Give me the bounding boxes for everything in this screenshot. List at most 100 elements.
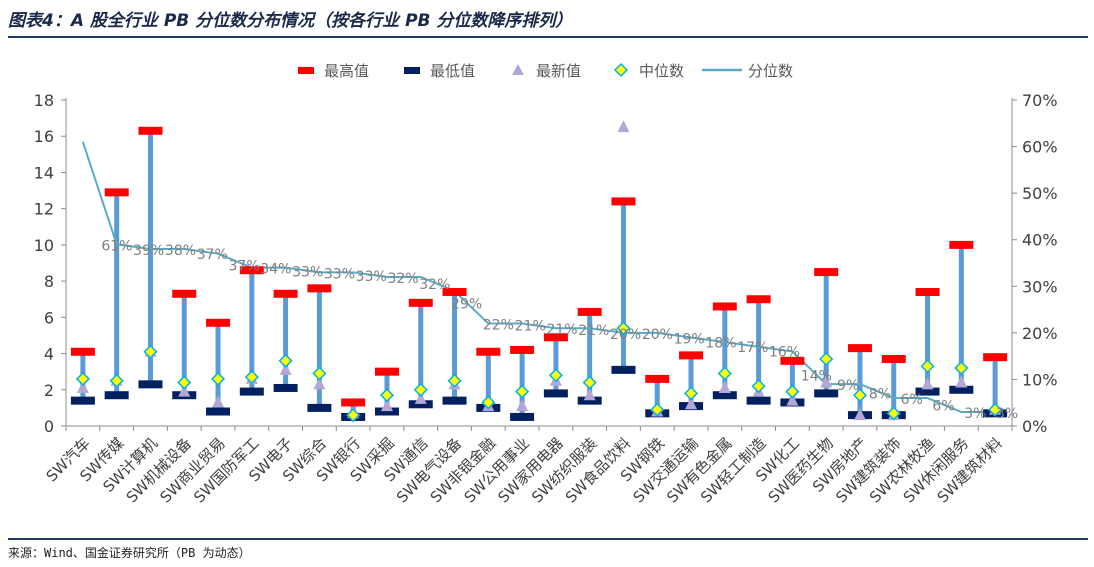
median-marker bbox=[109, 373, 124, 388]
percentile-polyline bbox=[81, 141, 996, 414]
percentile-label: 37% bbox=[229, 258, 260, 274]
latest-marker bbox=[516, 399, 529, 412]
latest-marker bbox=[921, 377, 934, 390]
legend-min-swatch bbox=[404, 67, 420, 74]
y-right-tick-label: 30% bbox=[1022, 277, 1058, 296]
y-right-tick-label: 20% bbox=[1022, 324, 1058, 343]
range-bar bbox=[654, 378, 660, 414]
latest-marker bbox=[76, 380, 89, 393]
max-marker bbox=[746, 295, 771, 304]
pb-percentile-chart: 最高值 最低值 最新值 中位数 分位数 0 2 4 6 8 10 12 14 16 18 0% 10% 20% 3… bbox=[34, 62, 1058, 506]
percentile-label: 8% bbox=[869, 386, 891, 402]
y-left-tick-label: 2 bbox=[44, 381, 54, 400]
percentile-label: 61% bbox=[101, 238, 132, 254]
legend-label: 最低值 bbox=[430, 62, 475, 80]
y-left-tick-label: 16 bbox=[34, 127, 54, 146]
footer-rule bbox=[8, 538, 1088, 540]
y-left-tick-label: 8 bbox=[44, 272, 54, 291]
percentile-label: 33% bbox=[324, 266, 355, 282]
median-marker bbox=[447, 373, 462, 388]
min-marker bbox=[746, 396, 771, 405]
percentile-label: 33% bbox=[356, 269, 387, 285]
y-right-tick-label: 70% bbox=[1022, 91, 1058, 110]
percentile-label: 21% bbox=[546, 322, 577, 338]
min-marker bbox=[949, 385, 974, 394]
percentile-label: 19% bbox=[674, 331, 705, 347]
latest-marker bbox=[853, 408, 866, 421]
percentile-label: 20% bbox=[610, 327, 641, 343]
median-marker bbox=[379, 388, 395, 403]
percentile-label: 29% bbox=[451, 297, 482, 313]
range-bar bbox=[316, 288, 322, 408]
percentile-label: 21% bbox=[578, 323, 609, 339]
latest-marker bbox=[414, 391, 427, 404]
latest-marker bbox=[617, 120, 630, 133]
median-marker bbox=[278, 353, 293, 368]
median-marker bbox=[751, 379, 766, 394]
latest-marker bbox=[212, 395, 225, 408]
range-bar bbox=[249, 270, 255, 392]
y-right-tick-label: 50% bbox=[1022, 184, 1058, 203]
percentile-label: 18% bbox=[705, 336, 736, 352]
latest-marker bbox=[685, 397, 698, 410]
range-bar bbox=[620, 201, 626, 370]
percentile-label: 34% bbox=[260, 262, 291, 278]
max-marker bbox=[983, 353, 1008, 362]
max-marker bbox=[915, 287, 940, 296]
median-marker bbox=[852, 388, 868, 403]
median-marker bbox=[616, 321, 631, 336]
max-marker bbox=[70, 347, 95, 356]
y-right-tick-label: 60% bbox=[1022, 138, 1058, 157]
max-marker bbox=[408, 298, 433, 307]
y-left-tick-label: 4 bbox=[44, 345, 54, 364]
range-bar bbox=[857, 348, 863, 416]
percentile-label: 16% bbox=[769, 344, 800, 360]
y-right-tick-label: 40% bbox=[1022, 231, 1058, 250]
median-marker bbox=[143, 344, 158, 359]
percentile-label: 32% bbox=[387, 271, 418, 287]
max-marker bbox=[780, 356, 805, 365]
legend-latest-swatch bbox=[512, 64, 524, 75]
min-marker bbox=[442, 396, 467, 405]
max-marker bbox=[307, 284, 332, 293]
range-bar bbox=[958, 244, 964, 390]
range-bar bbox=[722, 306, 728, 396]
min-marker bbox=[138, 380, 163, 389]
max-marker bbox=[341, 398, 366, 407]
latest-marker bbox=[718, 380, 731, 393]
median-marker bbox=[346, 408, 361, 423]
median-marker bbox=[75, 371, 90, 386]
percentile-label: 3% bbox=[996, 406, 1018, 422]
max-marker bbox=[172, 289, 197, 298]
median-marker bbox=[988, 402, 1003, 417]
range-bar bbox=[147, 130, 153, 385]
range-bar bbox=[891, 358, 897, 416]
median-marker bbox=[819, 351, 834, 367]
median-marker bbox=[582, 375, 597, 390]
latest-marker bbox=[786, 393, 799, 406]
min-marker bbox=[577, 396, 602, 405]
percentile-label: 6% bbox=[901, 392, 923, 408]
percentile-labels: 61% 39% 38% 37%37% 34% 33% 33% 33% 32% 32%29%22% 2… bbox=[101, 238, 1018, 422]
max-marker bbox=[104, 188, 129, 197]
max-marker bbox=[543, 333, 568, 342]
y-right-tick-label: 0% bbox=[1022, 417, 1047, 436]
median-marker bbox=[954, 360, 969, 376]
percentile-label: 9% bbox=[837, 378, 859, 394]
max-marker bbox=[510, 345, 535, 354]
range-bar bbox=[789, 360, 795, 403]
median-marker bbox=[683, 386, 699, 401]
min-marker bbox=[814, 389, 839, 398]
percentile-label: 38% bbox=[165, 243, 196, 259]
chart-title: 图表4：A 股全行业 PB 分位数分布情况（按各行业 PB 分位数降序排列） bbox=[8, 11, 573, 31]
range-bar bbox=[418, 302, 424, 405]
median-marker bbox=[413, 382, 428, 397]
y-left-tick-label: 14 bbox=[34, 163, 54, 182]
min-marker bbox=[206, 407, 231, 416]
percentile-label: 20% bbox=[642, 327, 673, 343]
median-marker bbox=[920, 359, 935, 374]
latest-marker bbox=[820, 375, 833, 388]
max-marker bbox=[476, 347, 501, 356]
range-bar bbox=[181, 293, 187, 396]
max-marker bbox=[374, 367, 399, 376]
